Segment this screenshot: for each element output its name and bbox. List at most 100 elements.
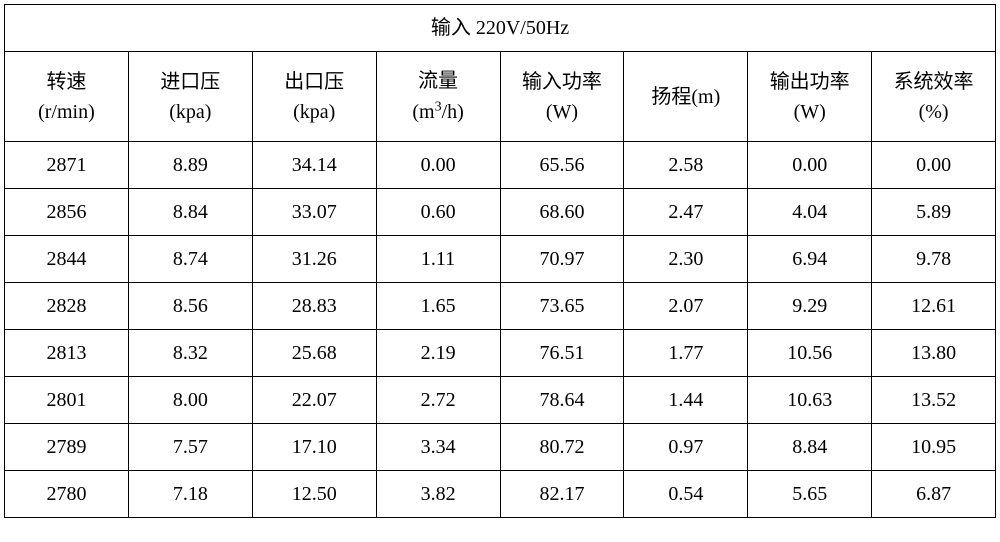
table-row: 28288.5628.831.6573.652.079.2912.61 <box>5 283 996 330</box>
table-cell: 13.52 <box>872 377 996 424</box>
table-cell: 70.97 <box>500 236 624 283</box>
header-inlet-pressure-label: 进口压 <box>160 71 220 93</box>
table-cell: 8.32 <box>128 330 252 377</box>
header-output-power: 输出功率 (W) <box>748 52 872 142</box>
table-cell: 13.80 <box>872 330 996 377</box>
header-input-power-unit: (W) <box>546 101 578 123</box>
table-cell: 17.10 <box>252 424 376 471</box>
table-title-cell: 输入 220V/50Hz <box>5 5 996 52</box>
header-speed-unit: (r/min) <box>38 101 95 123</box>
table-cell: 1.65 <box>376 283 500 330</box>
table-cell: 2780 <box>5 471 129 518</box>
table-row: 28568.8433.070.6068.602.474.045.89 <box>5 189 996 236</box>
header-efficiency-unit: (%) <box>919 101 949 123</box>
table-cell: 8.89 <box>128 142 252 189</box>
header-speed: 转速 (r/min) <box>5 52 129 142</box>
table-cell: 10.95 <box>872 424 996 471</box>
table-cell: 8.84 <box>128 189 252 236</box>
table-cell: 2.07 <box>624 283 748 330</box>
table-cell: 78.64 <box>500 377 624 424</box>
header-output-power-unit: (W) <box>794 101 826 123</box>
table-cell: 80.72 <box>500 424 624 471</box>
table-cell: 2856 <box>5 189 129 236</box>
header-input-power-label: 输入功率 <box>522 71 602 93</box>
table-title-row: 输入 220V/50Hz <box>5 5 996 52</box>
header-inlet-pressure: 进口压 (kpa) <box>128 52 252 142</box>
header-efficiency-label: 系统效率 <box>894 71 974 93</box>
table-row: 28448.7431.261.1170.972.306.949.78 <box>5 236 996 283</box>
table-row: 28138.3225.682.1976.511.7710.5613.80 <box>5 330 996 377</box>
table-cell: 9.29 <box>748 283 872 330</box>
table-row: 27897.5717.103.3480.720.978.8410.95 <box>5 424 996 471</box>
table-cell: 2871 <box>5 142 129 189</box>
table-cell: 65.56 <box>500 142 624 189</box>
header-flow: 流量 (m3/h) <box>376 52 500 142</box>
table-header-row: 转速 (r/min) 进口压 (kpa) 出口压 (kpa) 流量 (m3/h)… <box>5 52 996 142</box>
table-cell: 2.30 <box>624 236 748 283</box>
header-output-power-label: 输出功率 <box>770 71 850 93</box>
header-outlet-pressure-label: 出口压 <box>284 71 344 93</box>
table-cell: 7.18 <box>128 471 252 518</box>
table-cell: 2828 <box>5 283 129 330</box>
table-cell: 1.44 <box>624 377 748 424</box>
table-cell: 0.97 <box>624 424 748 471</box>
table-cell: 5.65 <box>748 471 872 518</box>
table-cell: 9.78 <box>872 236 996 283</box>
table-cell: 0.60 <box>376 189 500 236</box>
table-cell: 76.51 <box>500 330 624 377</box>
table-cell: 8.74 <box>128 236 252 283</box>
table-cell: 28.83 <box>252 283 376 330</box>
table-cell: 1.11 <box>376 236 500 283</box>
table-cell: 22.07 <box>252 377 376 424</box>
header-head-label: 扬程(m) <box>651 86 720 108</box>
table-cell: 34.14 <box>252 142 376 189</box>
table-cell: 2.19 <box>376 330 500 377</box>
table-cell: 73.65 <box>500 283 624 330</box>
table-cell: 2844 <box>5 236 129 283</box>
header-flow-unit: (m3/h) <box>412 101 463 123</box>
table-cell: 2.47 <box>624 189 748 236</box>
table-cell: 0.54 <box>624 471 748 518</box>
table-body: 输入 220V/50Hz 转速 (r/min) 进口压 (kpa) 出口压 (k… <box>5 5 996 518</box>
table-cell: 10.63 <box>748 377 872 424</box>
table-row: 28718.8934.140.0065.562.580.000.00 <box>5 142 996 189</box>
table-cell: 0.00 <box>376 142 500 189</box>
header-efficiency: 系统效率 (%) <box>872 52 996 142</box>
header-head: 扬程(m) <box>624 52 748 142</box>
header-inlet-pressure-unit: (kpa) <box>169 101 211 123</box>
table-cell: 33.07 <box>252 189 376 236</box>
table-cell: 7.57 <box>128 424 252 471</box>
header-flow-label: 流量 <box>418 70 458 92</box>
table-cell: 12.61 <box>872 283 996 330</box>
table-cell: 25.68 <box>252 330 376 377</box>
table-cell: 2813 <box>5 330 129 377</box>
table-cell: 10.56 <box>748 330 872 377</box>
header-outlet-pressure-unit: (kpa) <box>293 101 335 123</box>
table-cell: 31.26 <box>252 236 376 283</box>
header-outlet-pressure: 出口压 (kpa) <box>252 52 376 142</box>
table-cell: 6.87 <box>872 471 996 518</box>
header-input-power: 输入功率 (W) <box>500 52 624 142</box>
table-cell: 2789 <box>5 424 129 471</box>
table-cell: 8.84 <box>748 424 872 471</box>
table-cell: 68.60 <box>500 189 624 236</box>
table-cell: 0.00 <box>748 142 872 189</box>
table-row: 27807.1812.503.8282.170.545.656.87 <box>5 471 996 518</box>
table-cell: 2801 <box>5 377 129 424</box>
table-cell: 0.00 <box>872 142 996 189</box>
table-cell: 82.17 <box>500 471 624 518</box>
table-cell: 2.58 <box>624 142 748 189</box>
table-cell: 3.82 <box>376 471 500 518</box>
data-table: 输入 220V/50Hz 转速 (r/min) 进口压 (kpa) 出口压 (k… <box>4 4 996 518</box>
table-cell: 8.00 <box>128 377 252 424</box>
table-cell: 2.72 <box>376 377 500 424</box>
table-row: 28018.0022.072.7278.641.4410.6313.52 <box>5 377 996 424</box>
table-cell: 5.89 <box>872 189 996 236</box>
table-cell: 8.56 <box>128 283 252 330</box>
table-cell: 3.34 <box>376 424 500 471</box>
table-cell: 4.04 <box>748 189 872 236</box>
table-cell: 1.77 <box>624 330 748 377</box>
table-cell: 12.50 <box>252 471 376 518</box>
header-speed-label: 转速 <box>46 71 86 93</box>
table-cell: 6.94 <box>748 236 872 283</box>
